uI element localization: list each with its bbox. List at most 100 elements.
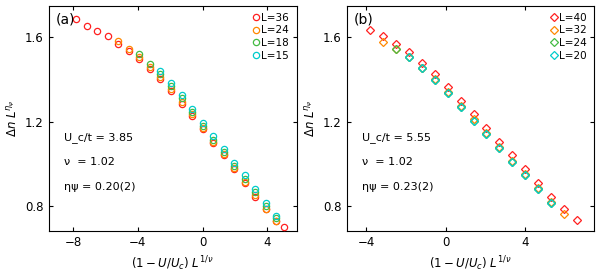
Text: ηψ = 0.20(2): ηψ = 0.20(2) — [64, 182, 135, 192]
L=24 — [199, 126, 206, 130]
L=24 — [496, 146, 503, 150]
L=24 — [406, 56, 413, 59]
L=36 — [157, 78, 164, 81]
L=32 — [483, 131, 490, 135]
L=24 — [220, 153, 227, 156]
L=40 — [483, 126, 490, 130]
L=40 — [496, 140, 503, 143]
L=24 — [272, 219, 280, 222]
L=24 — [188, 112, 196, 116]
Text: (a): (a) — [56, 12, 76, 26]
L=20 — [444, 92, 451, 95]
L=40 — [457, 99, 464, 102]
L=24 — [230, 166, 238, 170]
L=15 — [199, 121, 206, 124]
L=40 — [547, 195, 554, 198]
L=24 — [547, 201, 554, 205]
L=24 — [392, 47, 400, 50]
L=15 — [209, 135, 217, 138]
Line: L=24: L=24 — [115, 38, 280, 224]
Legend: L=40, L=32, L=24, L=20: L=40, L=32, L=24, L=20 — [549, 11, 589, 63]
L=36 — [73, 18, 80, 21]
L=24 — [431, 79, 439, 82]
L=24 — [470, 119, 477, 122]
L=15 — [178, 93, 185, 97]
L=24 — [483, 133, 490, 136]
L=36 — [280, 225, 287, 229]
Line: L=32: L=32 — [380, 39, 567, 218]
L=15 — [167, 81, 175, 84]
Text: ν  = 1.02: ν = 1.02 — [362, 157, 412, 167]
L=24 — [262, 208, 269, 211]
L=24 — [444, 92, 451, 95]
L=40 — [418, 61, 425, 64]
L=15 — [220, 147, 227, 151]
Legend: L=36, L=24, L=18, L=15: L=36, L=24, L=18, L=15 — [251, 11, 292, 63]
L=40 — [444, 85, 451, 88]
L=36 — [188, 115, 196, 118]
L=40 — [521, 167, 529, 171]
L=32 — [380, 41, 387, 44]
L=18 — [262, 204, 269, 208]
L=24 — [157, 76, 164, 79]
L=32 — [560, 213, 568, 216]
L=15 — [230, 161, 238, 164]
X-axis label: $(1-U/U_c)\ L^{1/\nu}$: $(1-U/U_c)\ L^{1/\nu}$ — [429, 255, 512, 273]
L=32 — [418, 66, 425, 69]
L=20 — [457, 105, 464, 109]
L=36 — [230, 167, 238, 171]
L=18 — [167, 84, 175, 87]
L=32 — [470, 118, 477, 121]
L=32 — [535, 186, 542, 190]
L=40 — [509, 154, 516, 157]
L=40 — [367, 28, 374, 32]
L=24 — [457, 105, 464, 109]
Text: ηψ = 0.23(2): ηψ = 0.23(2) — [362, 182, 433, 192]
L=32 — [392, 47, 400, 50]
L=20 — [547, 201, 554, 205]
L=36 — [251, 195, 259, 198]
L=40 — [392, 42, 400, 45]
L=32 — [509, 159, 516, 162]
L=36 — [220, 154, 227, 157]
L=18 — [220, 151, 227, 154]
L=24 — [115, 40, 122, 43]
Line: L=20: L=20 — [406, 54, 554, 206]
L=18 — [157, 73, 164, 76]
L=24 — [125, 47, 133, 50]
L=32 — [431, 78, 439, 81]
L=15 — [272, 214, 280, 217]
Line: L=24: L=24 — [393, 46, 554, 206]
L=36 — [209, 141, 217, 144]
Text: U_c/t = 5.55: U_c/t = 5.55 — [362, 132, 431, 143]
L=40 — [380, 35, 387, 38]
L=36 — [115, 42, 122, 45]
L=24 — [535, 187, 542, 191]
L=36 — [94, 29, 101, 33]
L=20 — [496, 146, 503, 150]
L=20 — [535, 187, 542, 191]
L=18 — [199, 124, 206, 128]
L=24 — [178, 100, 185, 103]
Line: L=36: L=36 — [73, 16, 287, 230]
L=40 — [560, 208, 568, 211]
L=24 — [146, 65, 154, 68]
L=24 — [209, 140, 217, 143]
L=24 — [521, 174, 529, 177]
L=32 — [547, 200, 554, 203]
L=18 — [146, 62, 154, 65]
X-axis label: $(1-U/U_c)\ L^{1/\nu}$: $(1-U/U_c)\ L^{1/\nu}$ — [131, 255, 214, 273]
Line: L=40: L=40 — [367, 27, 580, 223]
L=20 — [509, 160, 516, 163]
L=40 — [535, 181, 542, 184]
L=40 — [470, 112, 477, 116]
L=15 — [251, 187, 259, 191]
L=15 — [157, 69, 164, 73]
L=24 — [509, 160, 516, 163]
Line: L=18: L=18 — [136, 51, 280, 221]
Y-axis label: $\Delta n\ L^{\eta_\psi}$: $\Delta n\ L^{\eta_\psi}$ — [304, 100, 317, 137]
L=32 — [444, 90, 451, 94]
L=24 — [418, 66, 425, 69]
Line: L=15: L=15 — [157, 68, 280, 219]
L=32 — [496, 145, 503, 149]
